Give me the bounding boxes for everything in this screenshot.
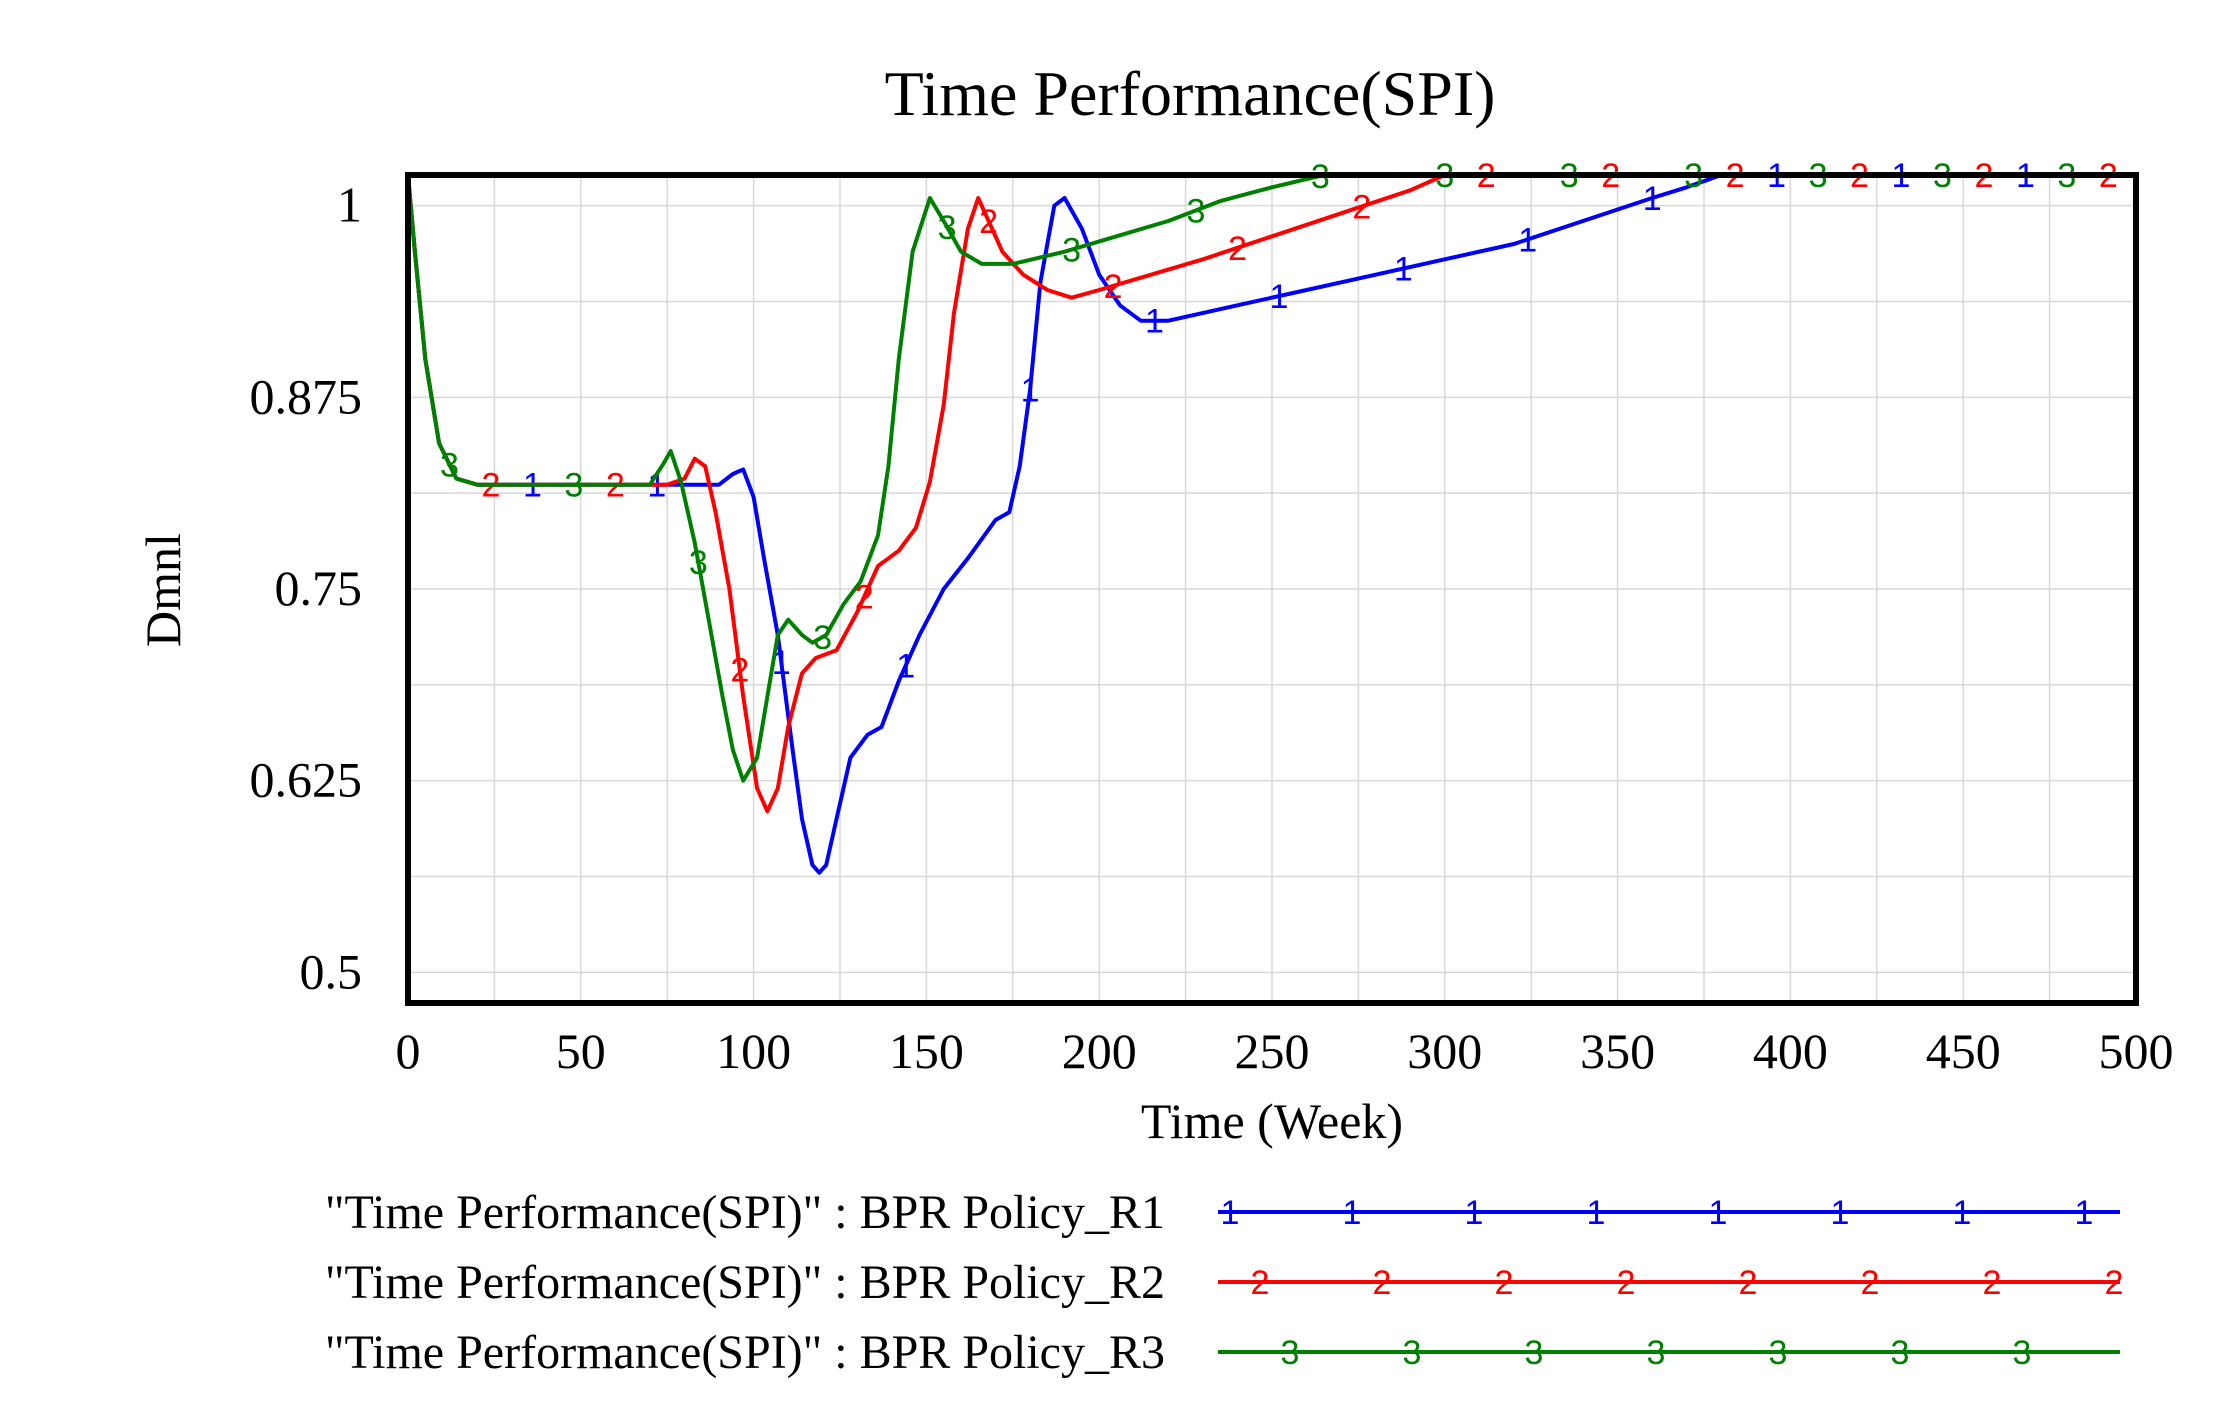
x-tick-label: 150 — [889, 1023, 964, 1079]
y-tick-label: 0.625 — [250, 752, 363, 808]
legend-marker-1: 1 — [1587, 1194, 1606, 1232]
legend-marker-1: 1 — [1953, 1194, 1972, 1232]
legend-marker-2: 2 — [1983, 1264, 2002, 1302]
plot-frame — [405, 172, 2139, 1006]
series-marker-3: 3 — [813, 619, 832, 657]
y-tick-label: 1 — [337, 177, 362, 233]
legend-marker-3: 3 — [1769, 1334, 1788, 1372]
series-marker-2: 2 — [855, 579, 874, 617]
series-marker-3: 3 — [689, 544, 708, 582]
series-marker-1: 1 — [1145, 303, 1164, 341]
legend-marker-3: 3 — [1525, 1334, 1544, 1372]
y-tick-label: 0.5 — [300, 943, 363, 999]
x-tick-label: 500 — [2099, 1023, 2174, 1079]
series-line-3 — [406, 173, 2136, 783]
x-tick-label: 250 — [1235, 1023, 1310, 1079]
legend-marker-2: 2 — [1373, 1264, 1392, 1302]
series-marker-3: 3 — [1062, 232, 1081, 270]
series-marker-3: 3 — [440, 446, 459, 484]
legend-label-2: "Time Performance(SPI)" : BPR Policy_R2 — [325, 1256, 1165, 1309]
legend-marker-3: 3 — [2013, 1334, 2032, 1372]
x-tick-label: 300 — [1407, 1023, 1482, 1079]
x-tick-label: 50 — [556, 1023, 606, 1079]
x-tick-label: 400 — [1753, 1023, 1828, 1079]
series-marker-2: 2 — [730, 652, 749, 690]
grid — [408, 175, 2136, 1003]
legend-marker-2: 2 — [1617, 1264, 1636, 1302]
x-tick-label: 200 — [1062, 1023, 1137, 1079]
legend-marker-1: 1 — [1465, 1194, 1484, 1232]
legend-label-3: "Time Performance(SPI)" : BPR Policy_R3 — [325, 1326, 1165, 1379]
series-marker-3: 3 — [1187, 192, 1206, 230]
legend-marker-2: 2 — [1495, 1264, 1514, 1302]
series-marker-2: 2 — [1228, 230, 1247, 268]
legend-marker-1: 1 — [1343, 1194, 1362, 1232]
legend: "Time Performance(SPI)" : BPR Policy_R1 1… — [325, 1186, 2124, 1379]
x-axis-ticks: 0 50 100 150 200 250 300 350 400 450 500 — [396, 1023, 2174, 1079]
series-marker-3: 3 — [938, 209, 957, 247]
legend-marker-1: 1 — [1709, 1194, 1728, 1232]
series-marker-1: 1 — [1643, 180, 1662, 218]
series-marker-2: 2 — [979, 203, 998, 241]
series-marker-2: 2 — [1104, 268, 1123, 306]
legend-marker-2: 2 — [1251, 1264, 1270, 1302]
y-tick-label: 0.75 — [275, 560, 363, 616]
legend-marker-2: 2 — [1739, 1264, 1758, 1302]
x-axis-label: Time (Week) — [1141, 1093, 1403, 1149]
y-axis-ticks: 0.5 0.625 0.75 0.875 1 — [250, 177, 363, 1000]
legend-label-1: "Time Performance(SPI)" : BPR Policy_R1 — [325, 1186, 1165, 1239]
legend-marker-3: 3 — [1403, 1334, 1422, 1372]
y-tick-label: 0.875 — [250, 368, 363, 424]
legend-marker-2: 2 — [2105, 1264, 2124, 1302]
legend-marker-1: 1 — [1831, 1194, 1850, 1232]
legend-marker-2: 2 — [1861, 1264, 1880, 1302]
series-marker-1: 1 — [896, 648, 915, 686]
legend-marker-3: 3 — [1647, 1334, 1666, 1372]
series-marker-2: 2 — [1352, 188, 1371, 226]
series-marker-1: 1 — [1269, 278, 1288, 316]
y-axis-label: Dmnl — [135, 533, 191, 647]
series-marker-1: 1 — [1394, 251, 1413, 289]
legend-marker-1: 1 — [2075, 1194, 2094, 1232]
series-marker-1: 1 — [1021, 372, 1040, 410]
series-marker-1: 1 — [1518, 221, 1537, 259]
x-tick-label: 100 — [716, 1023, 791, 1079]
series-line-1 — [406, 173, 2136, 875]
legend-marker-3: 3 — [1891, 1334, 1910, 1372]
chart-title: Time Performance(SPI) — [885, 58, 1496, 129]
series-marker-3: 3 — [564, 467, 583, 505]
legend-marker-1: 1 — [1221, 1194, 1240, 1232]
x-tick-label: 350 — [1580, 1023, 1655, 1079]
x-tick-label: 0 — [396, 1023, 421, 1079]
legend-marker-3: 3 — [1281, 1334, 1300, 1372]
x-tick-label: 450 — [1926, 1023, 2001, 1079]
